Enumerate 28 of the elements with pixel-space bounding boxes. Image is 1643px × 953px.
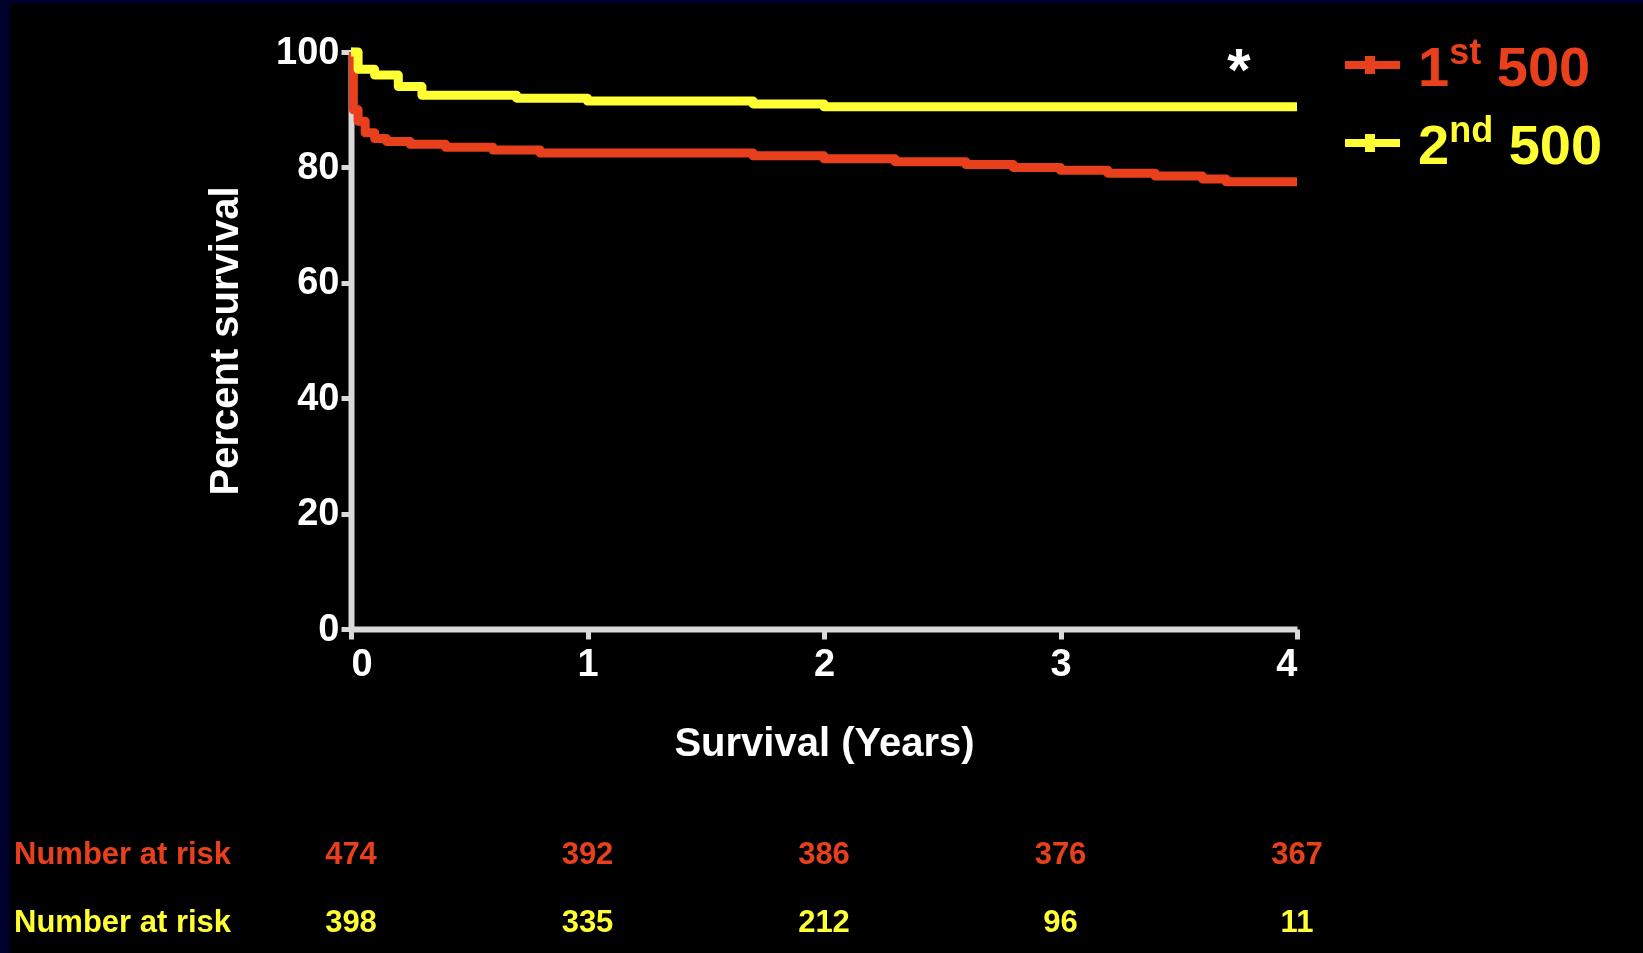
text: 392 xyxy=(561,836,614,871)
x-axis-title: Survival (Years) xyxy=(674,719,975,764)
text: Number at risk xyxy=(14,904,232,939)
y-tick-label: 100 xyxy=(276,29,340,72)
y-tick-label: 60 xyxy=(297,260,340,303)
text: 335 xyxy=(561,904,614,939)
x-tick-label: 1 xyxy=(577,641,599,684)
x-tick-label: 0 xyxy=(351,641,373,684)
text: 376 xyxy=(1034,836,1087,871)
text: 212 xyxy=(798,904,850,939)
text: 367 xyxy=(1271,836,1323,871)
legend-label: 2$^{nd}$ 500 xyxy=(1418,109,1603,177)
y-tick-label: 80 xyxy=(297,144,340,187)
x-tick-label: 3 xyxy=(1050,641,1072,684)
text: 96 xyxy=(1043,904,1078,939)
x-tick-label: 4 xyxy=(1276,641,1298,684)
text: Number at risk xyxy=(14,836,232,871)
text: 11 xyxy=(1280,904,1314,939)
legend-label: 1$^{st}$ 500 xyxy=(1418,31,1591,99)
annotation: * xyxy=(1227,36,1252,103)
y-axis-title: Percent survival xyxy=(202,186,247,496)
text: 398 xyxy=(325,904,377,939)
y-tick-label: 0 xyxy=(318,606,340,649)
y-tick-label: 20 xyxy=(297,491,340,534)
x-tick-label: 2 xyxy=(813,641,836,684)
text: 386 xyxy=(798,836,850,871)
y-tick-label: 40 xyxy=(297,375,340,418)
text: 474 xyxy=(325,836,378,871)
